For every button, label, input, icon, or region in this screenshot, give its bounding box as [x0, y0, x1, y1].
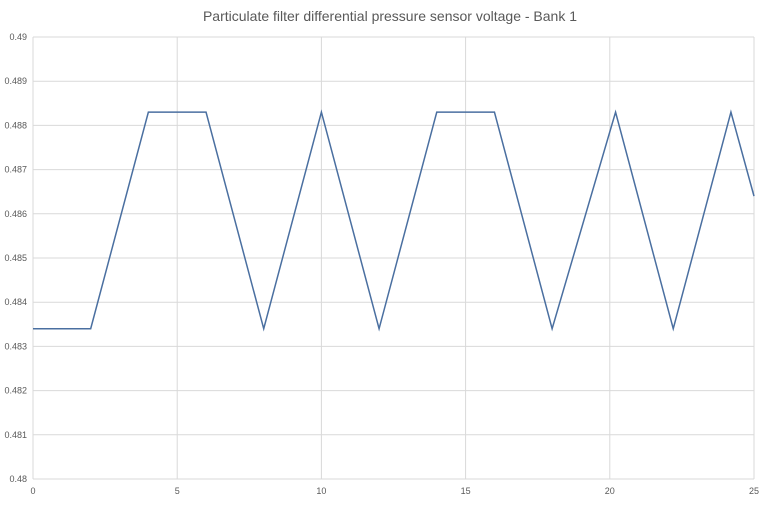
- x-tick-label: 15: [461, 486, 471, 496]
- series-layer: [33, 109, 755, 332]
- y-tick-label: 0.487: [4, 165, 27, 175]
- chart-title: Particulate filter differential pressure…: [203, 8, 577, 24]
- y-tick-label: 0.486: [4, 209, 27, 219]
- y-tick-label: 0.482: [4, 386, 27, 396]
- x-tick-label: 5: [175, 486, 180, 496]
- y-tick-label: 0.483: [4, 341, 27, 351]
- x-tick-label: 10: [316, 486, 326, 496]
- y-tick-label: 0.49: [9, 32, 27, 42]
- y-tick-label: 0.488: [4, 120, 27, 130]
- x-tick-label: 20: [605, 486, 615, 496]
- gridlines: [32, 36, 755, 480]
- y-tick-label: 0.481: [4, 430, 27, 440]
- y-tick-label: 0.485: [4, 253, 27, 263]
- x-tick-label: 0: [30, 486, 35, 496]
- y-tick-label: 0.48: [9, 474, 27, 484]
- x-tick-label: 25: [749, 486, 759, 496]
- tick-labels: 0.48 0.481 0.482 0.483 0.484 0.485 0.486 0.487 0…: [4, 32, 759, 496]
- y-tick-label: 0.484: [4, 297, 27, 307]
- y-tick-label: 0.489: [4, 76, 27, 86]
- series-line: [33, 109, 755, 332]
